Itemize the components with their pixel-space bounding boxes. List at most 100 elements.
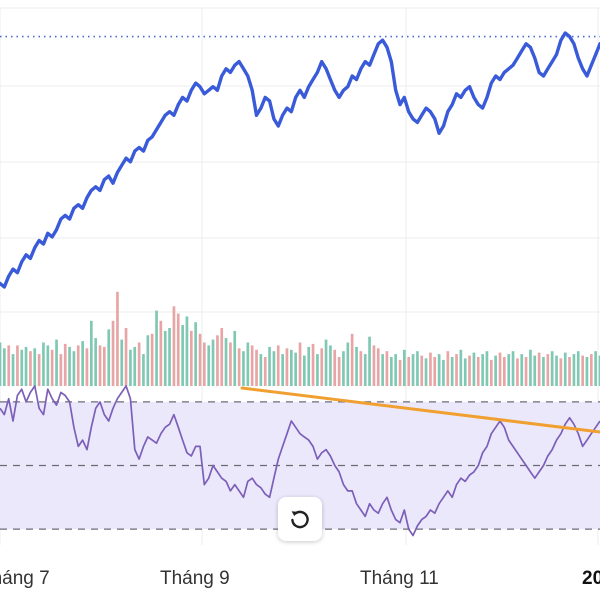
- volume-bar: [146, 335, 150, 387]
- volume-bar: [529, 349, 532, 387]
- volume-bar: [420, 355, 424, 386]
- volume-bar: [472, 352, 476, 386]
- volume-bar: [142, 354, 145, 386]
- volume-bar: [390, 357, 393, 386]
- volume-bar: [494, 355, 497, 386]
- volume-bar: [546, 354, 550, 386]
- volume-bar: [68, 346, 71, 386]
- reset-zoom-button[interactable]: [278, 497, 322, 541]
- volume-bar: [568, 357, 571, 386]
- volume-bar: [337, 357, 341, 386]
- volume-bar: [168, 328, 171, 386]
- volume-bar: [90, 320, 93, 387]
- volume-bar: [503, 357, 506, 386]
- volume-bar: [381, 354, 384, 386]
- volume-bar: [216, 335, 219, 387]
- volume-bar: [94, 338, 97, 386]
- volume-bar: [190, 330, 193, 386]
- volume-bar: [298, 342, 302, 386]
- volume-bar: [346, 342, 350, 386]
- volume-bar: [329, 345, 332, 386]
- volume-bar: [124, 328, 128, 386]
- volume-bar: [372, 345, 376, 386]
- volume-bar: [63, 343, 67, 386]
- volume-bar: [363, 354, 367, 386]
- volume-bar: [133, 346, 137, 386]
- volume-bar: [581, 355, 584, 386]
- volume-bar: [50, 349, 54, 387]
- volume-bar: [468, 355, 471, 386]
- volume-bar: [459, 349, 463, 387]
- volume-bar: [572, 354, 576, 386]
- volume-bar: [85, 348, 89, 386]
- volume-bar: [20, 349, 24, 387]
- volume-bar: [137, 342, 141, 386]
- price-panel: [0, 31, 600, 289]
- x-tick-label: Tháng 9: [160, 568, 230, 589]
- volume-bar: [576, 351, 580, 386]
- volume-bar: [498, 352, 502, 386]
- volume-bar: [463, 358, 467, 386]
- volume-bar: [507, 354, 511, 386]
- volume-bar: [555, 355, 558, 386]
- volume-bar: [355, 346, 358, 386]
- volume-bar: [107, 329, 111, 386]
- volume-bar: [303, 355, 306, 386]
- volume-bar: [198, 333, 202, 386]
- volume-bar: [407, 357, 411, 386]
- volume-bar: [7, 345, 11, 386]
- volume-bar: [376, 348, 380, 386]
- volume-bar: [450, 357, 454, 386]
- volume-bar: [220, 328, 224, 386]
- x-tick-label: 20: [582, 568, 600, 589]
- volume-bar: [250, 345, 254, 386]
- volume-bar: [129, 349, 132, 387]
- x-tick-label: Tháng 7: [0, 568, 50, 589]
- volume-bar: [116, 291, 119, 387]
- volume-bar: [111, 320, 115, 387]
- volume-bar: [290, 349, 293, 387]
- volume-bar: [368, 336, 371, 386]
- volume-bar: [385, 351, 389, 386]
- volume-bar: [481, 354, 484, 386]
- volume-bar: [442, 359, 445, 386]
- volume-bar: [211, 339, 215, 386]
- volume-bar: [81, 341, 84, 386]
- volume-bar: [320, 348, 324, 386]
- volume-bar: [559, 358, 563, 386]
- volume-bar: [511, 351, 515, 386]
- volume-bar: [490, 359, 493, 386]
- volume-bar: [485, 351, 489, 386]
- volume-bar: [16, 345, 19, 386]
- volume-bar: [416, 351, 419, 386]
- volume-bar: [59, 354, 63, 386]
- volume-bar: [316, 354, 319, 386]
- volume-bar: [342, 351, 345, 386]
- volume-bar: [424, 358, 428, 386]
- volume-bar: [163, 330, 167, 386]
- volume-bar: [533, 355, 537, 386]
- rsi-trendline: [240, 386, 600, 434]
- volume-bar: [259, 354, 263, 386]
- volume-bar: [333, 349, 337, 387]
- volume-bar: [233, 330, 237, 386]
- volume-bar: [29, 351, 32, 386]
- volume-bar: [103, 346, 106, 386]
- volume-bar: [268, 346, 271, 386]
- volume-bar: [455, 354, 458, 386]
- volume-bar: [394, 354, 397, 386]
- volume-bar: [359, 351, 363, 386]
- volume-bar: [537, 352, 541, 386]
- volume-bar: [446, 351, 450, 386]
- volume-bar: [176, 313, 180, 386]
- volume-bar: [590, 354, 593, 386]
- volume-bar: [194, 322, 197, 386]
- volume-bar: [324, 339, 328, 386]
- volume-bar: [281, 354, 284, 386]
- volume-bar: [594, 351, 597, 386]
- volume-bar: [229, 342, 232, 386]
- volume-bar: [3, 348, 6, 386]
- volume-bar: [550, 351, 554, 386]
- volume-bar: [237, 348, 241, 386]
